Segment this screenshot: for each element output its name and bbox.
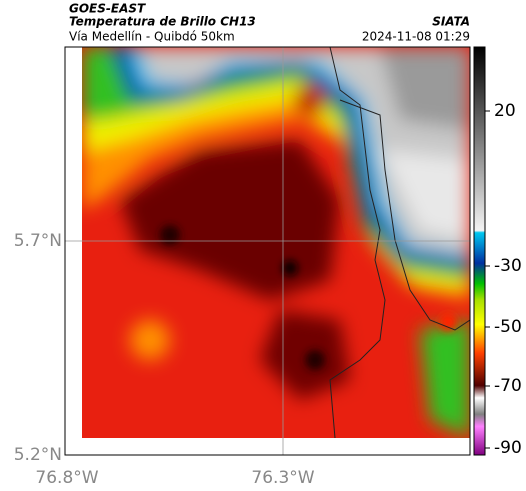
colorbar-label: -90 [494,438,522,458]
satellite-image [82,47,470,438]
lat-label: 5.7°N [14,231,62,251]
colorbar-label: -70 [494,376,522,396]
datetime: 2024-11-08 01:29 [362,30,470,44]
colorbar [473,46,486,456]
lon-label: 76.8°W [35,468,98,488]
colorbar-label: -30 [494,256,522,276]
map-frame [64,46,471,456]
lon-label: 76.3°W [251,468,314,488]
colorbar-label: 20 [494,101,516,121]
colorbar-ticks: 20 -30 -50 -70 -90 [485,101,522,458]
source: SIATA [432,15,470,29]
subtitle: Vía Medellín - Quibdó 50km [69,30,235,44]
title: Temperatura de Brillo CH13 [69,15,256,29]
lat-label: 5.2°N [14,445,62,465]
colorbar-label: -50 [494,317,522,337]
agency: GOES-EAST [69,2,146,16]
